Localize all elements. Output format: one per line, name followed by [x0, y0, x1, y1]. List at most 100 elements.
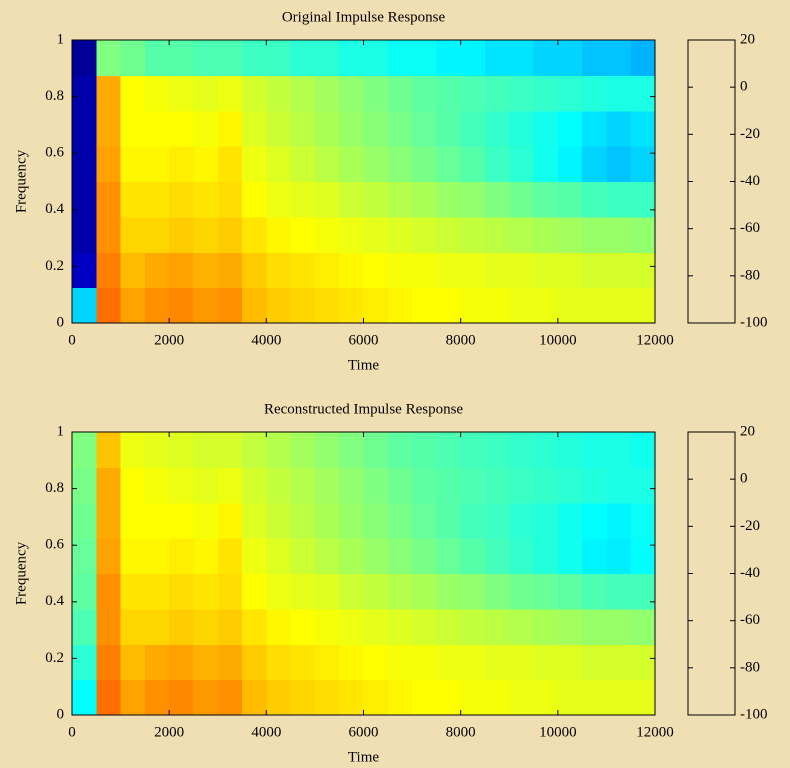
heatmap-cell	[217, 502, 243, 539]
colorbar-tick-label: 0	[740, 79, 748, 95]
heatmap-cell	[266, 252, 292, 289]
heatmap-cell	[169, 40, 195, 76]
heatmap-cell	[533, 75, 559, 112]
heatmap-cell	[242, 287, 267, 324]
y-tick-label: 0.4	[45, 593, 64, 609]
heatmap-cell	[290, 40, 316, 76]
heatmap-cell	[533, 181, 559, 218]
heatmap-cell	[314, 467, 340, 504]
heatmap-cell	[363, 573, 389, 610]
heatmap-cell	[363, 502, 389, 539]
heatmap-cell	[217, 181, 243, 218]
heatmap-cell	[169, 502, 195, 539]
y-tick-label: 1	[57, 31, 65, 47]
heatmap-cell	[266, 679, 292, 716]
heatmap-cell	[412, 608, 437, 645]
heatmap-cell	[242, 181, 267, 218]
heatmap-cell	[412, 75, 437, 112]
heatmap-cell	[339, 679, 365, 716]
heatmap-cell	[120, 181, 146, 218]
heatmap-cell	[436, 110, 462, 147]
heatmap-cell	[460, 252, 486, 289]
heatmap-cell	[314, 644, 340, 681]
heatmap-cell	[363, 432, 389, 468]
heatmap-cell	[533, 146, 559, 183]
heatmap-cell	[339, 573, 365, 610]
heatmap-cell	[509, 608, 535, 645]
heatmap-cell	[266, 608, 292, 645]
heatmap-cell	[120, 75, 146, 112]
heatmap-cell	[193, 75, 219, 112]
colorbar-tick-label: 20	[740, 423, 755, 439]
heatmap-cell	[606, 110, 632, 147]
heatmap-cell	[557, 181, 583, 218]
heatmap-cell	[484, 75, 510, 112]
x-tick-label: 12000	[636, 332, 674, 348]
heatmap-cell	[144, 502, 170, 539]
heatmap-cell	[96, 538, 122, 575]
heatmap-cell	[630, 40, 656, 76]
heatmap-cell	[412, 40, 437, 76]
heatmap-cell	[606, 502, 632, 539]
heatmap-cell	[144, 432, 170, 468]
heatmap-cell	[193, 252, 219, 289]
heatmap-cell	[630, 502, 656, 539]
heatmap-cell	[144, 538, 170, 575]
heatmap-cell	[290, 573, 316, 610]
heatmap-cell	[266, 75, 292, 112]
heatmap-cell	[387, 502, 413, 539]
x-tick-label: 8000	[446, 332, 476, 348]
x-tick-label: 6000	[349, 332, 379, 348]
x-tick-label: 8000	[446, 724, 476, 740]
y-tick-label: 0.4	[45, 201, 64, 217]
heatmap-cell	[460, 608, 486, 645]
colorbar	[687, 39, 736, 324]
heatmap-cell	[630, 573, 656, 610]
heatmap-cell	[509, 573, 535, 610]
heatmap-cell	[314, 573, 340, 610]
heatmap-cell	[387, 216, 413, 253]
heatmap-cell	[144, 110, 170, 147]
x-axis-label: Time	[348, 749, 379, 765]
heatmap-cell	[436, 432, 462, 468]
x-tick-label: 4000	[251, 724, 281, 740]
heatmap-cell	[557, 75, 583, 112]
heatmap-cell	[72, 644, 97, 681]
heatmap-cell	[460, 110, 486, 147]
heatmap-cell	[72, 252, 97, 289]
heatmap-cell	[217, 287, 243, 324]
heatmap-cell	[606, 75, 632, 112]
y-tick-label: 0.8	[45, 480, 64, 496]
heatmap-cell	[630, 538, 656, 575]
heatmap-cell	[484, 538, 510, 575]
heatmap-cell	[339, 538, 365, 575]
heatmap-cell	[533, 432, 559, 468]
colorbar-tick-label: -60	[740, 612, 760, 628]
heatmap-cell	[120, 502, 146, 539]
heatmap-cell	[96, 110, 122, 147]
heatmap-cell	[484, 679, 510, 716]
heatmap-cell	[363, 110, 389, 147]
y-tick-label: 0	[57, 706, 65, 722]
heatmap-cell	[290, 75, 316, 112]
heatmap-cell	[314, 181, 340, 218]
heatmap-cell	[339, 432, 365, 468]
heatmap-cell	[387, 467, 413, 504]
heatmap-cell	[314, 146, 340, 183]
heatmap-cell	[606, 679, 632, 716]
heatmap-cell	[363, 75, 389, 112]
heatmap-cell	[217, 146, 243, 183]
heatmap-cell	[436, 538, 462, 575]
heatmap-cell	[120, 146, 146, 183]
heatmap-cell	[606, 181, 632, 218]
heatmap-cell	[484, 644, 510, 681]
y-tick-label: 0	[57, 314, 65, 330]
heatmap-cell	[606, 287, 632, 324]
heatmap-cell	[144, 608, 170, 645]
x-tick-label: 2000	[154, 724, 184, 740]
heatmap-cell	[582, 432, 608, 468]
heatmap-cell	[484, 216, 510, 253]
colorbar-tick-label: -100	[740, 706, 768, 722]
heatmap-cell	[436, 146, 462, 183]
heatmap-cell	[339, 502, 365, 539]
